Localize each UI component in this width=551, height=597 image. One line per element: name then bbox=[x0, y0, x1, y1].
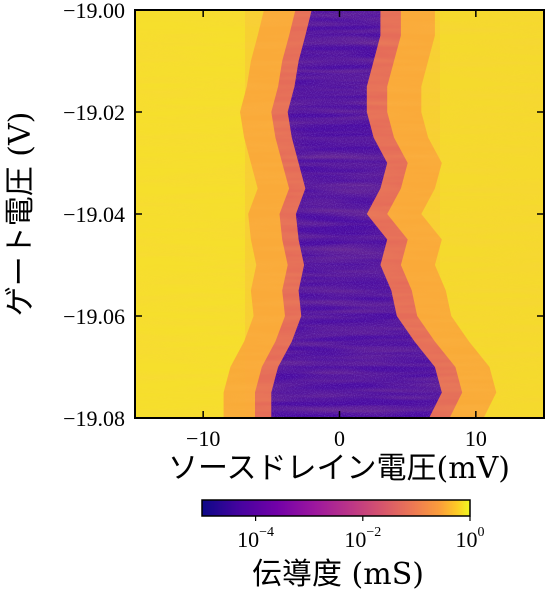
colorbar-ticks: 10−4 10−2 100 bbox=[237, 516, 485, 552]
colorbar-tick-exponent: 0 bbox=[478, 525, 485, 540]
x-tick-label: 0 bbox=[334, 426, 345, 451]
y-axis-label: ゲート電圧 (V) bbox=[3, 112, 38, 317]
x-tick-label: 10 bbox=[465, 426, 487, 451]
colorbar-tick-base: 10 bbox=[237, 527, 259, 552]
colorbar-tick-label: 100 bbox=[456, 525, 485, 552]
colorbar-tick-base: 10 bbox=[456, 527, 478, 552]
colorbar-tick-label: 10−2 bbox=[344, 525, 381, 552]
y-tick-label: −19.00 bbox=[63, 0, 125, 23]
plot-area bbox=[135, 10, 544, 418]
y-axis-ticks: −19.00 −19.02 −19.04 −19.06 −19.08 bbox=[63, 0, 544, 431]
diagonal-streaks bbox=[135, 10, 544, 418]
colorbar-tick-base: 10 bbox=[344, 527, 366, 552]
x-tick-label: −10 bbox=[186, 426, 220, 451]
y-tick-label: −19.04 bbox=[63, 202, 125, 227]
colorbar-gradient bbox=[201, 499, 471, 517]
colorbar-tick-label: 10−4 bbox=[237, 525, 274, 552]
x-axis-label: ソースドレイン電圧(mV) bbox=[168, 451, 510, 486]
colorbar: 10−4 10−2 100 伝導度 (mS) bbox=[201, 499, 485, 592]
x-axis-ticks: −10 0 10 bbox=[186, 10, 487, 451]
colorbar-tick-exponent: −2 bbox=[366, 525, 381, 540]
y-tick-label: −19.08 bbox=[63, 406, 125, 431]
colorbar-label: 伝導度 (mS) bbox=[252, 557, 424, 592]
colorbar-tick-exponent: −4 bbox=[259, 525, 274, 540]
y-tick-label: −19.02 bbox=[63, 100, 125, 125]
y-tick-label: −19.06 bbox=[63, 304, 125, 329]
